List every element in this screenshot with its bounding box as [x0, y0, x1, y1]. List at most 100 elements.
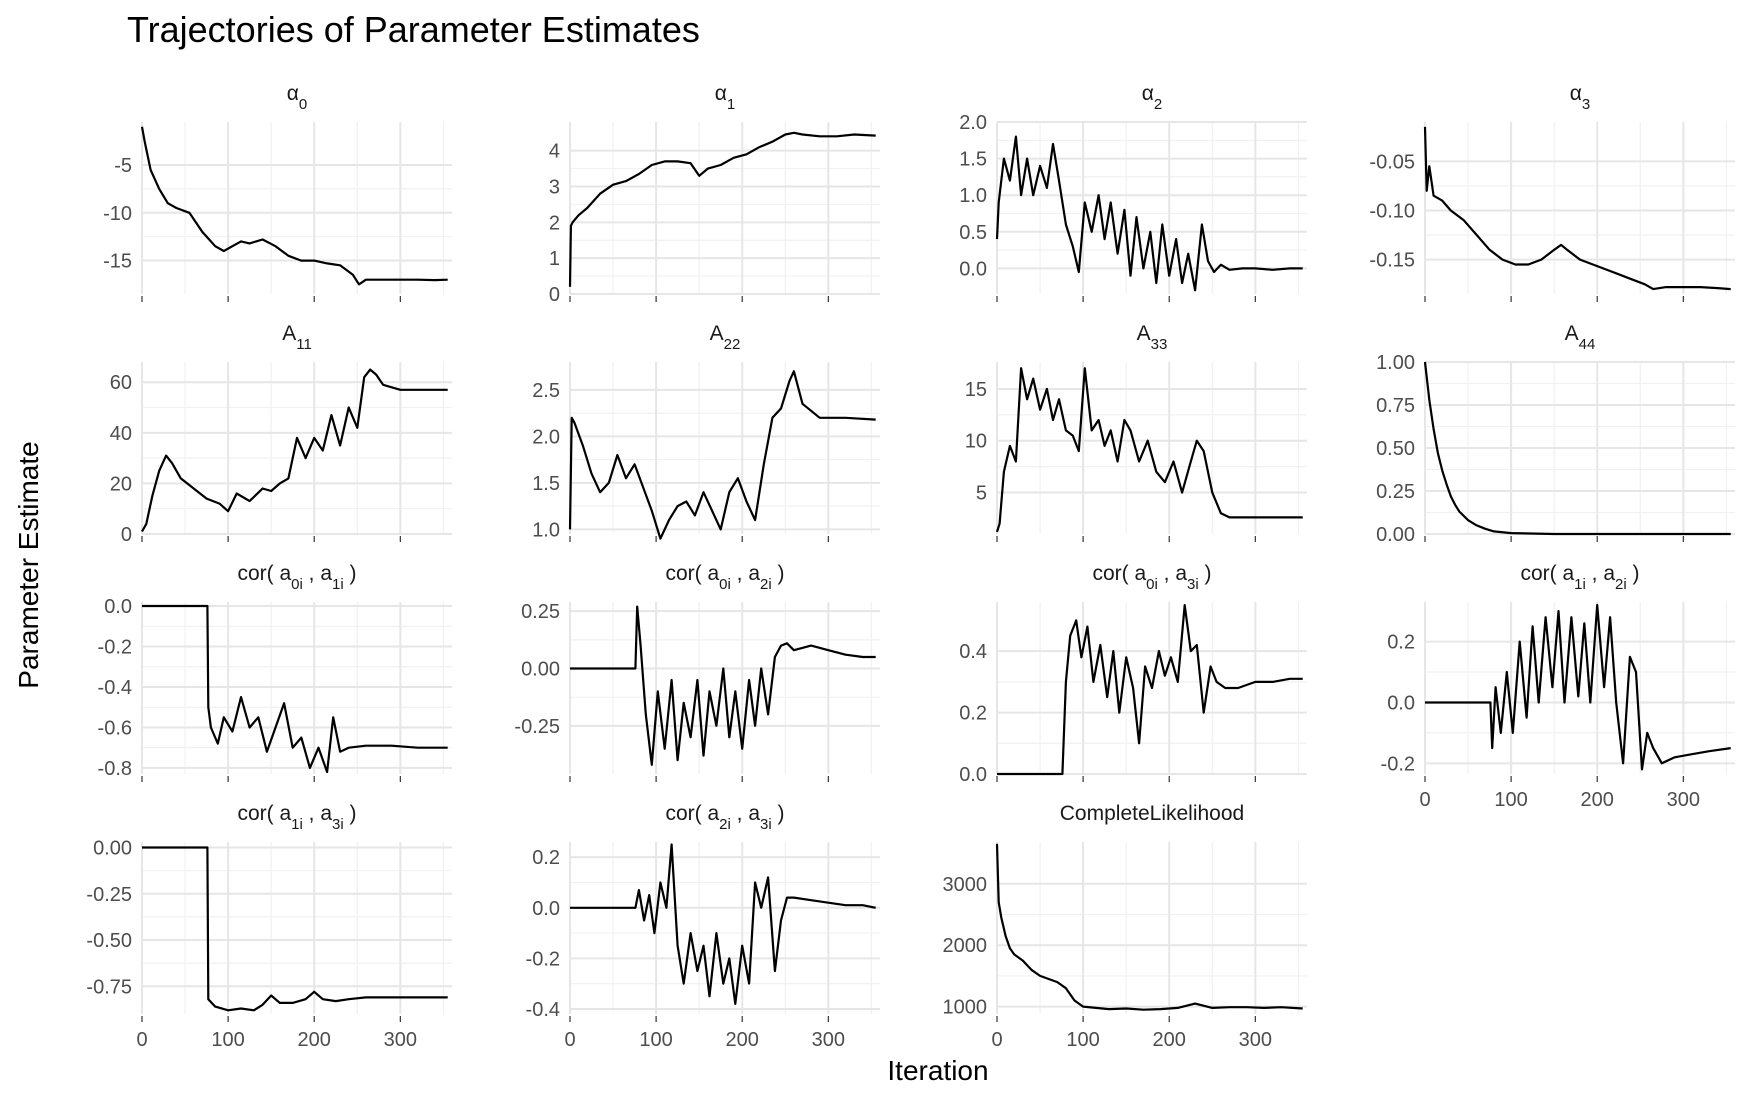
y-tick-label: 1.0: [959, 185, 987, 207]
y-tick-label: -0.2: [526, 948, 560, 970]
x-tick-label: 200: [726, 1029, 759, 1051]
x-tick-label: 100: [1066, 1029, 1099, 1051]
y-tick-label: 10: [965, 431, 987, 453]
y-tick-label: 2.5: [532, 380, 560, 402]
panel-cor13: 0.00 -0.25 -0.50 -0.75 0 100 200 300 cor( a1i , …: [86, 802, 452, 1051]
y-tick-label: 2: [549, 212, 560, 234]
y-tick-label: 0.2: [1387, 632, 1415, 654]
panel-cor02: 0.25 0.00 -0.25 cor( a0i , a2i ): [514, 562, 880, 782]
panel-complete_likelihood: 1000 2000 3000 0 100 200 300 CompleteLikelihood: [943, 802, 1307, 1051]
y-tick-label: 2.0: [959, 112, 987, 134]
y-tick-label: 3: [549, 177, 560, 199]
y-tick-label: 1.0: [532, 519, 560, 541]
panel-cor12: 0.2 0.0 -0.20 100 200 300 cor( a1i , a2i ): [1381, 562, 1735, 811]
y-tick-label: 1000: [943, 997, 988, 1019]
panel-label: A33: [1137, 322, 1168, 353]
x-tick-label: 300: [812, 1029, 845, 1051]
series-line-A11: [141, 368, 448, 533]
series-line-alpha3: [1423, 126, 1731, 291]
panel-alpha3: -0.05 -0.10 -0.15 α3: [1369, 82, 1735, 302]
panel-A11: 0 20 40 60 A11: [110, 322, 452, 546]
panel-label: cor( a0i , a3i ): [1092, 562, 1211, 593]
x-tick-label: 300: [1667, 789, 1700, 811]
x-tick-label: 100: [211, 1029, 244, 1051]
panel-label: cor( a2i , a3i ): [665, 802, 784, 833]
x-axis-title: Iteration: [887, 1055, 988, 1086]
y-tick-label: 2.0: [532, 426, 560, 448]
series-line-cor13: [142, 846, 448, 1012]
y-tick-label: 0.00: [521, 659, 560, 681]
series-line-alpha2: [995, 135, 1303, 292]
y-tick-label: -0.15: [1369, 250, 1415, 272]
series-line-A44: [1423, 361, 1731, 536]
panel-label: α0: [287, 82, 307, 113]
panel-label: cor( a1i , a3i ): [237, 802, 356, 833]
panel-A44: 0.00 0.25 0.50 0.75 1.00 A44: [1376, 322, 1735, 546]
y-tick-label: 2000: [943, 935, 988, 957]
panel-label: cor( a0i , a1i ): [237, 562, 356, 593]
x-tick-label: 200: [1153, 1029, 1186, 1051]
series-line-cor03: [997, 603, 1303, 776]
panel-label: cor( a1i , a2i ): [1520, 562, 1639, 593]
y-tick-label: -0.4: [98, 677, 132, 699]
y-tick-label: 60: [110, 372, 132, 394]
y-tick-label: 1.5: [959, 149, 987, 171]
y-tick-label: 0.0: [532, 898, 560, 920]
y-tick-label: 1.00: [1376, 352, 1415, 374]
panel-label: cor( a0i , a2i ): [665, 562, 784, 593]
series-line-A33: [995, 367, 1303, 533]
y-tick-label: 0.50: [1376, 438, 1415, 460]
y-axis-title: Parameter Estimate: [13, 441, 44, 688]
panel-label: α3: [1570, 82, 1590, 113]
y-tick-label: 0.4: [959, 641, 987, 663]
y-tick-label: -0.6: [98, 717, 132, 739]
y-tick-label: 0: [121, 524, 132, 546]
y-tick-label: -5: [114, 155, 132, 177]
series-line-alpha1: [568, 131, 876, 287]
y-tick-label: 3000: [943, 874, 988, 896]
y-tick-label: 0.0: [104, 596, 132, 618]
y-tick-label: 20: [110, 473, 132, 495]
y-tick-label: -0.2: [98, 637, 132, 659]
x-tick-label: 100: [639, 1029, 672, 1051]
y-tick-label: 0.2: [532, 847, 560, 869]
series-line-alpha0: [140, 126, 448, 286]
panel-cor03: 0.0 0.2 0.4 cor( a0i , a3i ): [959, 562, 1307, 786]
panel-label: A22: [710, 322, 741, 353]
y-tick-label: 15: [965, 379, 987, 401]
x-tick-label: 0: [991, 1029, 1002, 1051]
x-tick-label: 200: [1581, 789, 1614, 811]
y-tick-label: -0.75: [86, 976, 132, 998]
series-line-complete_likelihood: [995, 843, 1303, 1011]
y-tick-label: 0.5: [959, 222, 987, 244]
y-tick-label: 40: [110, 423, 132, 445]
y-tick-label: 0: [549, 284, 560, 306]
panel-cor23: 0.2 0.0 -0.2 -0.40 100 200 300 cor( a2i , a3i ): [526, 802, 880, 1051]
x-tick-label: 300: [384, 1029, 417, 1051]
series-line-cor23: [570, 843, 876, 1006]
y-tick-label: -0.2: [1381, 753, 1415, 775]
series-line-A22: [568, 370, 876, 540]
x-tick-label: 300: [1239, 1029, 1272, 1051]
y-tick-label: 0.2: [959, 703, 987, 725]
y-tick-label: 0.75: [1376, 395, 1415, 417]
y-tick-label: 1.5: [532, 473, 560, 495]
panel-label: CompleteLikelihood: [1060, 802, 1244, 825]
y-tick-label: -0.05: [1369, 151, 1415, 173]
y-tick-label: 5: [976, 483, 987, 505]
panel-A33: 5 10 15 A33: [965, 322, 1307, 542]
y-tick-label: 0.25: [521, 601, 560, 623]
facet-panels: -5-10-15α001234α10.00.51.01.52.0α2-0.05-…: [86, 82, 1735, 1051]
y-tick-label: -10: [103, 203, 132, 225]
panel-alpha1: 0 1 2 3 4 α1: [549, 82, 880, 306]
y-tick-label: 0.0: [1387, 692, 1415, 714]
series-line-cor12: [1425, 603, 1731, 771]
y-tick-label: -0.25: [514, 716, 560, 738]
series-line-cor02: [570, 605, 876, 766]
y-tick-label: 0.0: [959, 258, 987, 280]
x-tick-label: 100: [1494, 789, 1527, 811]
x-tick-label: 0: [136, 1029, 147, 1051]
y-tick-label: -0.10: [1369, 200, 1415, 222]
y-tick-label: 0.0: [959, 764, 987, 786]
